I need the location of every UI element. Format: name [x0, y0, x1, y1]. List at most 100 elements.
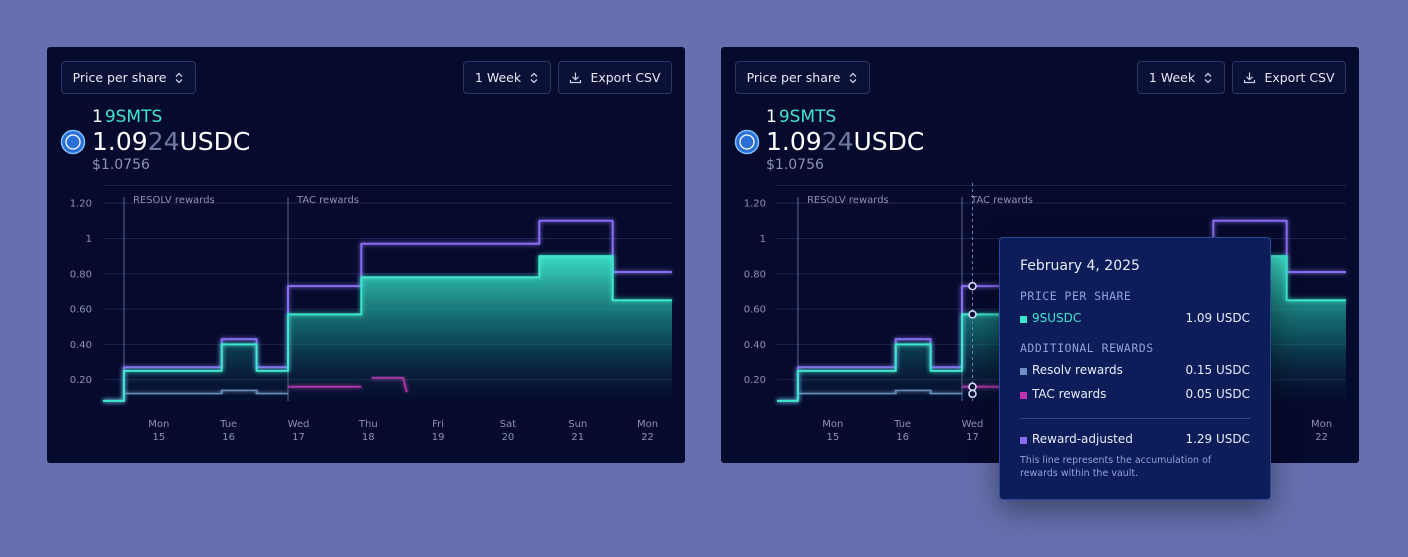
chevron-icon	[1204, 72, 1212, 83]
export-label: Export CSV	[590, 70, 661, 85]
x-tick-line: 17	[292, 432, 305, 443]
y-tick-label: 0.60	[744, 305, 766, 316]
usd-price: $1.0756	[766, 157, 824, 173]
chevron-icon	[530, 72, 538, 83]
series-line	[103, 255, 672, 402]
x-tick-label: Tue 16	[219, 419, 237, 443]
token-amount: 1 9SMTS	[92, 107, 162, 127]
area	[103, 256, 672, 401]
x-tick-label: Thu 18	[358, 419, 378, 443]
chevron-shape	[175, 72, 183, 83]
chevron-shape	[530, 72, 538, 83]
price-tail: 24	[147, 127, 180, 156]
x-tick-line: Thu	[358, 419, 378, 430]
chevron-icon	[849, 72, 857, 83]
download-shape	[570, 72, 582, 84]
token-amount: 1 9SMTS	[766, 107, 836, 127]
tooltip-row-value: 0.15 USDC	[1185, 363, 1250, 377]
token-icon-inner	[739, 134, 755, 150]
token-icon	[734, 129, 760, 155]
y-tick-label: 0.60	[70, 305, 92, 316]
x-tick-label: Sun 21	[568, 419, 587, 443]
tooltip-divider	[1020, 418, 1250, 419]
x-tick-label: Mon 22	[637, 419, 658, 443]
tooltip-row-value: 0.05 USDC	[1185, 387, 1250, 401]
metric-select[interactable]: Price per share	[735, 61, 870, 94]
x-tick-line: 22	[641, 432, 654, 443]
y-tick-label: 0.40	[70, 340, 92, 351]
price-unit: USDC	[179, 127, 251, 156]
tooltip-date: February 4, 2025	[1020, 258, 1140, 274]
x-tick-line: Wed	[288, 419, 310, 430]
token-icon-ring	[60, 129, 86, 155]
hover-point	[968, 281, 977, 291]
x-tick-line: 20	[502, 432, 515, 443]
x-tick-line: Mon	[148, 419, 169, 430]
token-icon	[60, 129, 86, 155]
amount: 1	[92, 107, 103, 127]
x-tick-line: 16	[222, 432, 235, 443]
x-tick-label: Wed 17	[288, 419, 310, 443]
tooltip-row-label: 9SUSDC	[1032, 311, 1082, 325]
x-tick-line: 15	[152, 432, 165, 443]
token-icon-ring	[734, 129, 760, 155]
range-select[interactable]: 1 Week	[1137, 61, 1225, 94]
x-tick-line: Tue	[893, 419, 911, 430]
x-tick-label: Mon 15	[822, 419, 843, 443]
y-tick-label: 0.20	[744, 375, 766, 386]
range-select-label: 1 Week	[474, 70, 522, 85]
hover-point	[968, 382, 977, 392]
y-tick-label: 0.40	[744, 340, 766, 351]
x-tick-line: 15	[826, 432, 839, 443]
annotation-label: RESOLV rewards	[807, 195, 889, 206]
chart: 0.20 0.40 0.60 0.80 1 1.20 Mon 15 Tue 16 Wed 17 Thu 1…	[70, 185, 672, 443]
price-unit: USDC	[853, 127, 925, 156]
range-select-label: 1 Week	[1148, 70, 1196, 85]
export-label: Export CSV	[1264, 70, 1335, 85]
legend-swatch	[1020, 368, 1027, 375]
range-select[interactable]: 1 Week	[463, 61, 551, 94]
download-icon	[570, 72, 582, 84]
token-symbol: 9SMTS	[104, 107, 163, 127]
price-main: 1.09	[766, 127, 822, 156]
chevron-shape	[1204, 72, 1212, 83]
tooltip-row-label: TAC rewards	[1032, 387, 1107, 401]
price-main: 1.09	[92, 127, 148, 156]
x-tick-label: Fri 19	[432, 419, 445, 443]
x-tick-line: Mon	[637, 419, 658, 430]
chevron-icon	[175, 72, 183, 83]
tooltip-row-label: Reward-adjusted	[1032, 432, 1133, 446]
usd-price: $1.0756	[92, 157, 150, 173]
y-tick-label: 0.80	[70, 269, 92, 280]
x-tick-line: 17	[966, 432, 979, 443]
y-tick-label: 1	[760, 234, 766, 245]
x-tick-label: Sat 20	[500, 419, 516, 443]
x-tick-line: 21	[571, 432, 584, 443]
x-tick-label: Tue 16	[893, 419, 911, 443]
annotation-label: RESOLV rewards	[133, 195, 215, 206]
y-tick-label: 1	[86, 234, 92, 245]
y-tick-label: 1.20	[744, 199, 766, 210]
y-tick-label: 0.20	[70, 375, 92, 386]
tooltip-row-value: 1.29 USDC	[1185, 432, 1250, 446]
x-tick-line: 16	[896, 432, 909, 443]
metric-select[interactable]: Price per share	[61, 61, 196, 94]
x-tick-line: 18	[362, 432, 375, 443]
legend-swatch	[1020, 392, 1027, 399]
export-button[interactable]: Export CSV	[558, 61, 672, 94]
x-tick-line: Mon	[822, 419, 843, 430]
amount: 1	[766, 107, 777, 127]
tooltip-section: ADDITIONAL REWARDS	[1020, 341, 1154, 355]
x-tick-line: Mon	[1311, 419, 1332, 430]
x-tick-line: 19	[432, 432, 445, 443]
export-button[interactable]: Export CSV	[1232, 61, 1346, 94]
chevron-shape	[849, 72, 857, 83]
hover-point	[968, 389, 977, 399]
tooltip-note: This line represents the accumulation of…	[1020, 455, 1212, 479]
metric-select-label: Price per share	[746, 70, 841, 85]
download-shape	[1244, 72, 1256, 84]
x-tick-line: Sun	[568, 419, 587, 430]
price-tail: 24	[821, 127, 854, 156]
x-tick-label: Mon 15	[148, 419, 169, 443]
